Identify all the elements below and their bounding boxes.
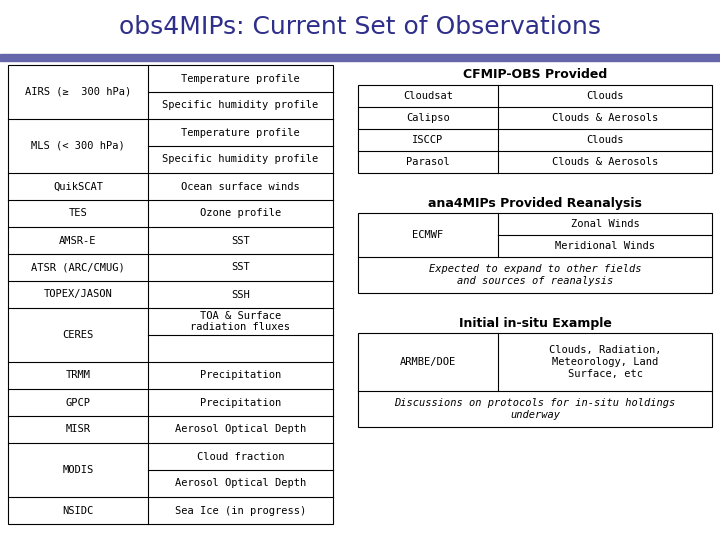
Text: Ocean surface winds: Ocean surface winds: [181, 181, 300, 192]
Text: Initial in-situ Example: Initial in-situ Example: [459, 316, 611, 329]
Text: Expected to expand to other fields
and sources of reanalysis: Expected to expand to other fields and s…: [428, 264, 642, 286]
Text: Meridional Winds: Meridional Winds: [555, 241, 655, 251]
Text: Precipitation: Precipitation: [200, 370, 281, 381]
Text: Clouds: Clouds: [586, 91, 624, 101]
Text: AMSR-E: AMSR-E: [59, 235, 96, 246]
Text: TOPEX/JASON: TOPEX/JASON: [44, 289, 112, 300]
Text: Discussions on protocols for in-situ holdings
underway: Discussions on protocols for in-situ hol…: [395, 398, 675, 420]
Text: Specific humidity profile: Specific humidity profile: [163, 154, 319, 165]
Text: GPCP: GPCP: [66, 397, 91, 408]
Text: obs4MIPs: Current Set of Observations: obs4MIPs: Current Set of Observations: [119, 15, 601, 39]
Text: AIRS (≥  300 hPa): AIRS (≥ 300 hPa): [25, 87, 131, 97]
Text: Zonal Winds: Zonal Winds: [571, 219, 639, 229]
Text: CFMIP-OBS Provided: CFMIP-OBS Provided: [463, 69, 607, 82]
Bar: [358, 85, 712, 173]
Bar: [0, 54, 720, 61]
Text: ATSR (ARC/CMUG): ATSR (ARC/CMUG): [31, 262, 125, 273]
Text: Calipso: Calipso: [406, 113, 450, 123]
Text: Aerosol Optical Depth: Aerosol Optical Depth: [175, 424, 306, 435]
Text: TOA & Surface
radiation fluxes: TOA & Surface radiation fluxes: [191, 310, 290, 332]
Text: MISR: MISR: [66, 424, 91, 435]
Text: Clouds: Clouds: [586, 135, 624, 145]
Text: ana4MIPs Provided Reanalysis: ana4MIPs Provided Reanalysis: [428, 197, 642, 210]
Text: Clouds & Aerosols: Clouds & Aerosols: [552, 157, 658, 167]
Text: Temperature profile: Temperature profile: [181, 73, 300, 84]
Text: ARMBE/DOE: ARMBE/DOE: [400, 357, 456, 367]
Text: TRMM: TRMM: [66, 370, 91, 381]
Text: Ozone profile: Ozone profile: [200, 208, 281, 219]
Text: SST: SST: [231, 235, 250, 246]
Text: SSH: SSH: [231, 289, 250, 300]
Text: Clouds, Radiation,
Meteorology, Land
Surface, etc: Clouds, Radiation, Meteorology, Land Sur…: [549, 346, 661, 379]
Text: Specific humidity profile: Specific humidity profile: [163, 100, 319, 111]
Text: NSIDC: NSIDC: [63, 505, 94, 516]
Text: ISCCP: ISCCP: [413, 135, 444, 145]
Text: Temperature profile: Temperature profile: [181, 127, 300, 138]
Text: MODIS: MODIS: [63, 465, 94, 475]
Bar: [8, 65, 333, 524]
Text: CERES: CERES: [63, 330, 94, 340]
Bar: [358, 333, 712, 427]
Text: Parasol: Parasol: [406, 157, 450, 167]
Text: MLS (< 300 hPa): MLS (< 300 hPa): [31, 141, 125, 151]
Text: ECMWF: ECMWF: [413, 230, 444, 240]
Text: QuikSCAT: QuikSCAT: [53, 181, 103, 192]
Text: Cloudsat: Cloudsat: [403, 91, 453, 101]
Text: TES: TES: [68, 208, 87, 219]
Bar: [358, 213, 712, 293]
Text: SST: SST: [231, 262, 250, 273]
Text: Clouds & Aerosols: Clouds & Aerosols: [552, 113, 658, 123]
Text: Cloud fraction: Cloud fraction: [197, 451, 284, 462]
Text: Precipitation: Precipitation: [200, 397, 281, 408]
Text: Sea Ice (in progress): Sea Ice (in progress): [175, 505, 306, 516]
Text: Aerosol Optical Depth: Aerosol Optical Depth: [175, 478, 306, 489]
